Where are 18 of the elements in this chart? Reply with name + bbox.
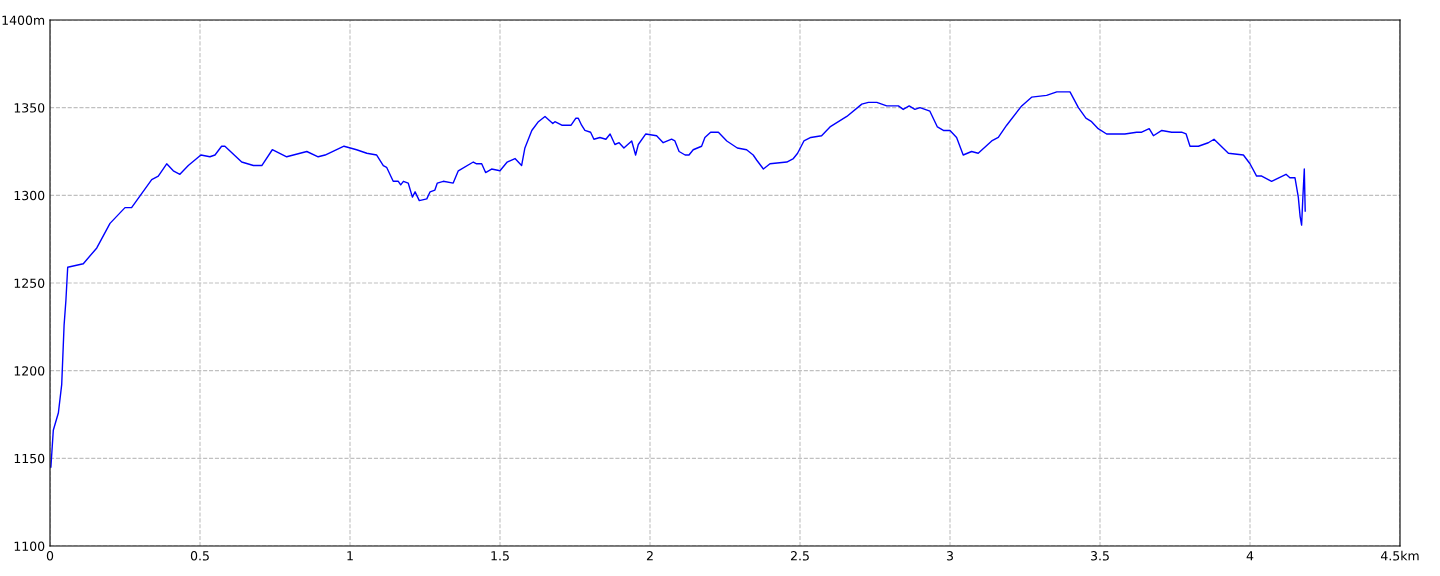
x-tick-label: 3	[946, 551, 953, 561]
y-tick-label: 1350	[14, 103, 45, 113]
x-tick-label: 4	[1246, 551, 1254, 561]
y-tick-label: 1100	[14, 541, 45, 551]
x-tick-label: 1.5	[491, 551, 509, 561]
y-tick-label: 1200	[14, 366, 45, 376]
x-tick-label: 0	[46, 551, 54, 561]
line-series	[50, 91, 1306, 468]
y-tick-label: 1300	[14, 190, 45, 201]
y-tick-label: 1150	[14, 453, 45, 464]
x-tick-label: 2.5	[790, 551, 809, 561]
x-tick-label: 2	[646, 551, 653, 561]
y-tick-label: 1250	[14, 278, 45, 288]
x-tick-label: 1	[347, 551, 353, 561]
x-tick-label: 0.5	[190, 551, 209, 561]
x-tick-label: 3.5	[1091, 551, 1109, 561]
y-tick-label: 1400m	[2, 15, 45, 25]
x-tick-label: 4.5km	[1380, 550, 1419, 561]
